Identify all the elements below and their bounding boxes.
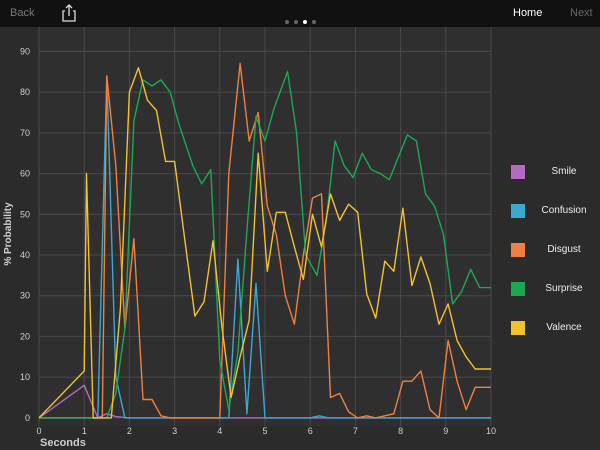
legend-item: Valence [510,319,600,339]
emotion-probability-chart: 0 1 2 3 4 5 6 7 8 9 10 0 10 20 30 40 50 60 70 80 90 Seconds… [3,27,496,449]
x-tick-label: 3 [172,426,177,436]
legend-label: Surprise [545,283,583,294]
y-tick-label: 30 [20,291,30,301]
legend-label: Valence [546,322,582,333]
page-indicator [285,11,321,24]
y-tick-label: 20 [20,331,30,341]
page-dot[interactable] [294,20,298,24]
y-tick-label: 70 [20,128,30,138]
y-tick-label: 40 [20,250,30,260]
legend-swatch [511,243,525,257]
page-dot-active[interactable] [303,20,307,24]
x-tick-label: 4 [217,426,222,436]
x-tick-label: 5 [262,426,267,436]
x-tick-label: 8 [398,426,403,436]
x-tick-label: 10 [486,426,496,436]
legend: Smile Confusion Disgust Surprise Valence [510,163,600,358]
x-tick-label: 0 [36,426,41,436]
legend-label: Disgust [547,244,581,255]
series-lines [38,62,491,419]
legend-swatch [511,204,525,218]
legend-swatch [511,165,525,179]
share-icon[interactable] [59,3,79,23]
y-tick-label: 50 [20,209,30,219]
x-tick-label: 1 [82,426,87,436]
y-tick-label: 80 [20,87,30,97]
series-line-confusion [39,75,491,419]
x-axis-label: Seconds [40,437,86,449]
series-line-surprise [39,71,491,419]
legend-label: Confusion [541,205,587,216]
back-button[interactable]: Back [10,7,35,19]
x-tick-labels: 0 1 2 3 4 5 6 7 8 9 10 [36,426,496,436]
legend-item: Confusion [510,202,600,222]
page-dot[interactable] [285,20,289,24]
y-tick-label: 0 [25,413,30,423]
y-tick-label: 10 [20,372,30,382]
y-tick-label: 60 [20,169,30,179]
series-line-valence [38,67,491,419]
y-tick-labels: 0 10 20 30 40 50 60 70 80 90 [20,46,30,422]
legend-item: Disgust [510,241,600,261]
y-tick-label: 90 [20,46,30,56]
series-line-disgust [39,62,491,419]
legend-item: Smile [510,163,600,183]
x-tick-label: 2 [127,426,132,436]
x-tick-label: 6 [308,426,313,436]
next-button[interactable]: Next [570,7,593,19]
y-axis-label: % Probability [3,202,14,266]
page-dot[interactable] [312,20,316,24]
legend-item: Surprise [510,280,600,300]
x-tick-label: 7 [353,426,358,436]
x-tick-label: 9 [443,426,448,436]
top-navigation-bar: Back Home Next [0,0,600,27]
legend-swatch [511,282,525,296]
legend-swatch [511,321,525,335]
home-button[interactable]: Home [513,7,543,19]
legend-label: Smile [551,166,577,177]
